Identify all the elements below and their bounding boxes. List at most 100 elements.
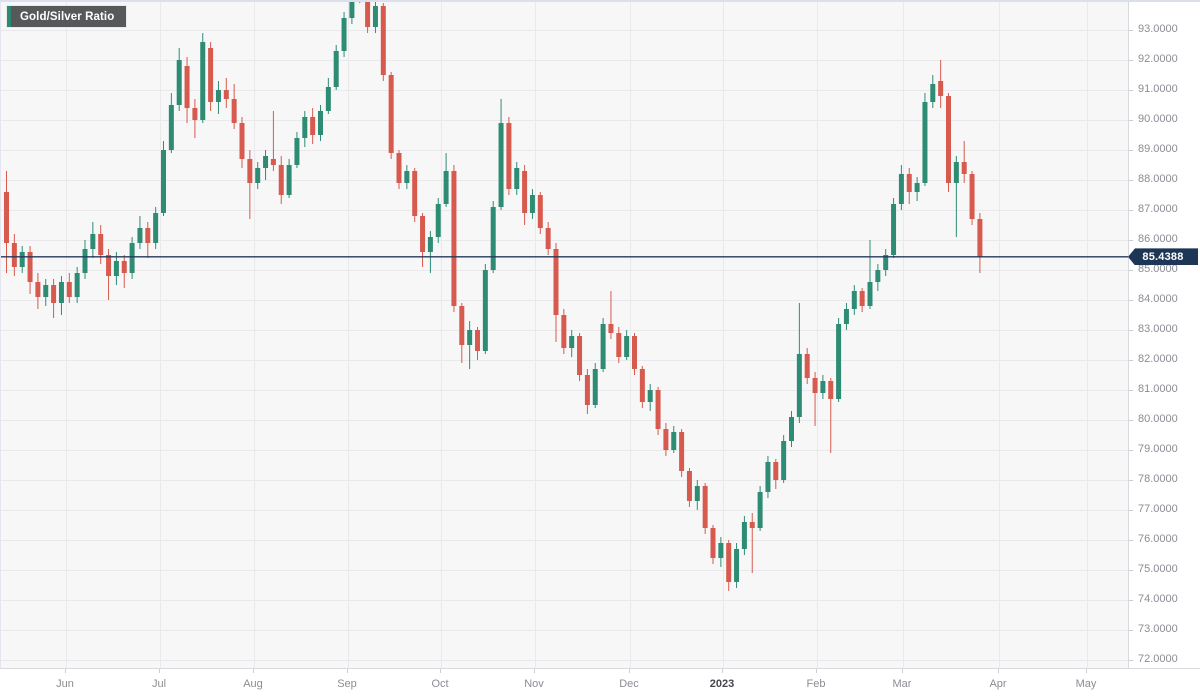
time-axis-label: Nov xyxy=(524,678,544,690)
candle-body-up xyxy=(349,0,355,18)
candle-body-down xyxy=(278,165,284,195)
candlestick-chart-canvas[interactable] xyxy=(0,0,1129,668)
price-axis-label: 78.0000 xyxy=(1138,473,1178,485)
candle-body-up xyxy=(718,543,724,558)
candle-body-up xyxy=(843,309,849,324)
symbol-label-chip[interactable]: Gold/Silver Ratio xyxy=(7,6,127,27)
candle-body-up xyxy=(647,390,653,402)
candle-body-up xyxy=(404,171,410,183)
price-axis-tick xyxy=(1129,630,1133,631)
candle-body-down xyxy=(561,315,567,348)
candle-body-down xyxy=(380,6,386,75)
price-axis-label: 77.0000 xyxy=(1138,503,1178,515)
candle-body-down xyxy=(577,336,583,375)
price-axis-label: 75.0000 xyxy=(1138,563,1178,575)
time-axis-tick xyxy=(65,669,66,673)
price-axis-tick xyxy=(1129,390,1133,391)
candle-body-up xyxy=(498,123,504,207)
price-axis-tick xyxy=(1129,600,1133,601)
price-axis-label: 74.0000 xyxy=(1138,593,1178,605)
time-axis-label: Jun xyxy=(56,678,74,690)
price-axis-label: 92.0000 xyxy=(1138,53,1178,65)
candle-body-up xyxy=(930,84,936,102)
candle-body-up xyxy=(318,111,323,135)
candle-body-up xyxy=(333,51,339,87)
price-axis-label: 88.0000 xyxy=(1138,173,1178,185)
candle-body-down xyxy=(247,159,253,183)
price-axis-tick xyxy=(1129,120,1133,121)
time-axis-label: Mar xyxy=(892,678,912,690)
candle-body-up xyxy=(286,165,292,195)
price-axis-label: 73.0000 xyxy=(1138,623,1178,635)
candle-body-down xyxy=(270,159,276,165)
candle-body-down xyxy=(412,171,418,216)
candle-body-down xyxy=(192,108,198,120)
candle-body-up xyxy=(529,195,535,213)
candle-body-up xyxy=(82,249,88,273)
price-axis-tick xyxy=(1129,450,1133,451)
candle-body-up xyxy=(341,18,347,51)
candle-body-up xyxy=(592,369,598,405)
candle-body-up xyxy=(851,291,857,309)
candle-body-up xyxy=(58,282,64,303)
time-axis-label: Oct xyxy=(431,678,449,690)
candle-body-down xyxy=(608,324,614,333)
candle-body-up xyxy=(883,255,889,270)
candle-body-down xyxy=(639,369,645,402)
time-axis-tick xyxy=(816,669,817,673)
price-axis-tick xyxy=(1129,60,1133,61)
time-axis-label: Dec xyxy=(619,678,639,690)
candle-body-up xyxy=(796,354,802,417)
candle-body-up xyxy=(161,150,166,213)
candle-body-down xyxy=(812,378,818,393)
candle-body-down xyxy=(184,66,190,108)
candle-body-up xyxy=(200,42,206,120)
candle-body-down xyxy=(616,333,622,357)
price-axis-label: 81.0000 xyxy=(1138,383,1178,395)
price-axis-tick xyxy=(1129,510,1133,511)
candle-body-up xyxy=(325,87,331,111)
candle-body-up xyxy=(176,60,182,105)
candle-body-down xyxy=(804,354,810,378)
time-axis-tick xyxy=(253,669,254,673)
candle-body-up xyxy=(129,243,135,273)
time-axis-label-year: 2023 xyxy=(709,678,735,690)
time-axis-tick xyxy=(159,669,160,673)
candle-body-down xyxy=(726,543,732,582)
price-axis[interactable]: 93.0000 92.0000 91.0000 90.0000 89.0000 88.00… xyxy=(1128,0,1200,668)
candle-body-up xyxy=(490,207,496,270)
time-axis-label: Apr xyxy=(989,678,1007,690)
candle-body-down xyxy=(420,216,426,252)
price-axis-label: 85.0000 xyxy=(1138,263,1178,275)
candle-body-up xyxy=(836,324,842,399)
symbol-name: Gold/Silver Ratio xyxy=(11,6,127,27)
price-axis-tick xyxy=(1129,480,1133,481)
time-axis-label: Feb xyxy=(806,678,826,690)
candlestick-layer xyxy=(1,0,1129,668)
candle-body-down xyxy=(632,336,637,369)
time-axis-label: Aug xyxy=(243,678,263,690)
candle-body-down xyxy=(231,99,237,123)
price-axis-tick xyxy=(1129,180,1133,181)
time-axis-label: Jul xyxy=(151,678,167,690)
candle-body-down xyxy=(506,123,512,189)
time-axis-tick xyxy=(629,669,630,673)
price-axis-tick xyxy=(1129,240,1133,241)
time-axis[interactable]: Jun Jul Aug Sep Oct Nov Dec 2023 Feb Mar Apr May xyxy=(0,668,1200,698)
candle-body-up xyxy=(514,168,520,189)
candle-body-down xyxy=(969,174,975,219)
candle-body-down xyxy=(11,243,17,267)
candle-body-up xyxy=(443,171,449,204)
candle-body-up xyxy=(74,273,80,297)
price-axis-tick xyxy=(1129,540,1133,541)
price-axis-label: 84.0000 xyxy=(1138,293,1178,305)
time-axis-label: May xyxy=(1075,678,1097,690)
candle-body-down xyxy=(66,282,72,297)
time-axis-tick xyxy=(440,669,441,673)
candle-body-down xyxy=(537,195,543,228)
price-axis-tick xyxy=(1129,210,1133,211)
price-axis-label: 83.0000 xyxy=(1138,323,1178,335)
price-axis-tick xyxy=(1129,270,1133,271)
candle-body-down xyxy=(27,252,33,282)
